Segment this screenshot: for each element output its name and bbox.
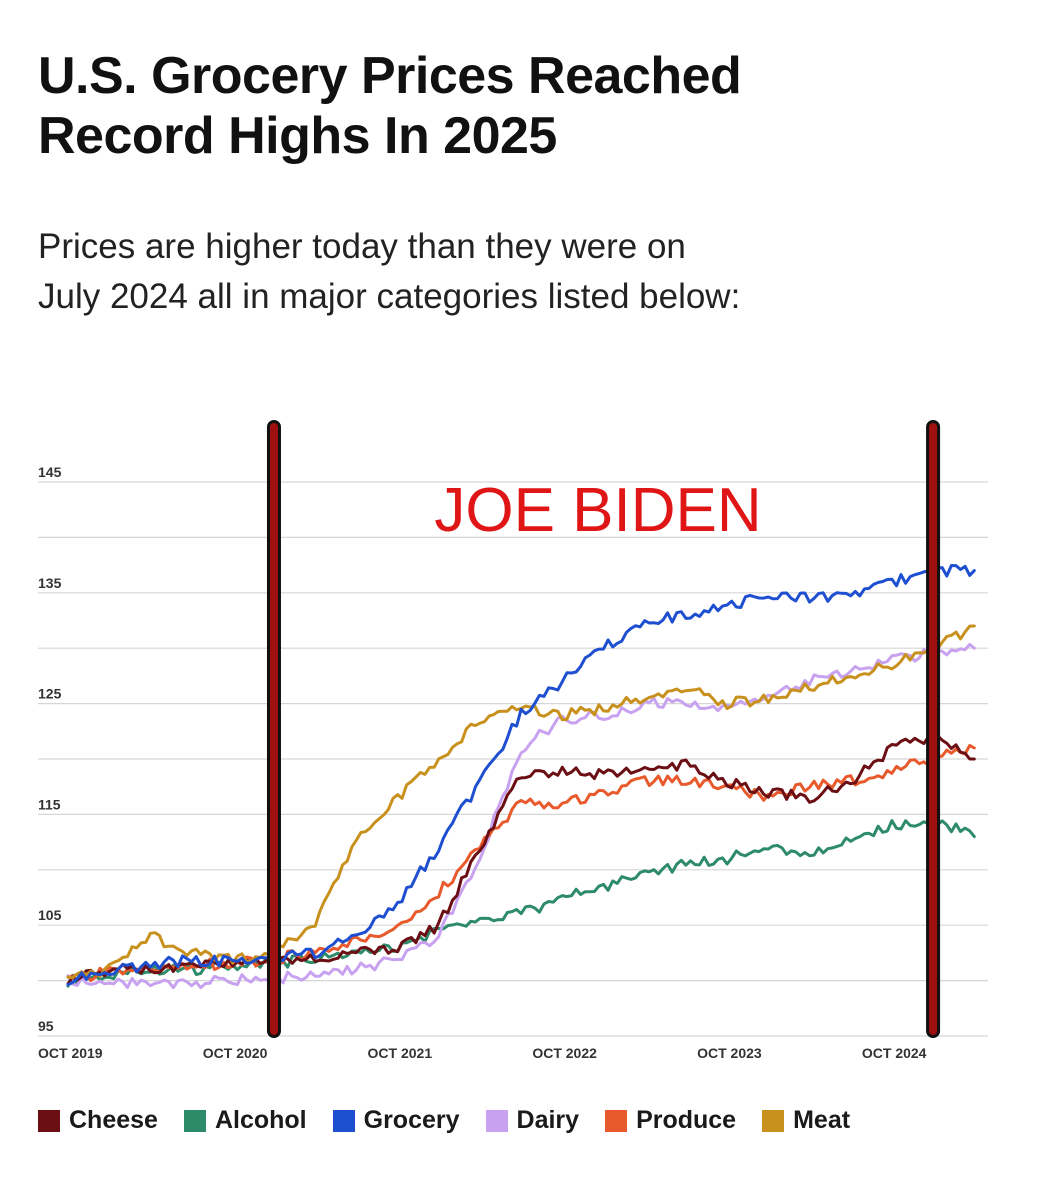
subheadline-line-2: July 2024 all in major categories listed… <box>38 277 741 316</box>
legend-swatch <box>38 1109 60 1132</box>
legend-swatch <box>605 1109 628 1132</box>
x-axis-labels: OCT 2019 OCT 2020 OCT 2021 OCT 2022 OCT 2023… <box>38 1045 927 1061</box>
series-line-produce <box>66 744 976 983</box>
legend-swatch <box>485 1109 508 1132</box>
legend-item-dairy: Dairy <box>485 1106 580 1135</box>
legend-item-meat: Meat <box>762 1106 850 1135</box>
legend-item-produce: Produce <box>605 1106 736 1135</box>
y-axis-labels: 95 105 115 125 135 145 <box>38 464 62 1034</box>
vertical-marker <box>269 423 278 1035</box>
headline: U.S. Grocery Prices Reached Record Highs… <box>38 46 998 166</box>
y-tick-label: 115 <box>38 796 61 812</box>
legend-label: Alcohol <box>214 1106 307 1134</box>
series-line-alcohol <box>66 819 976 988</box>
grid-layer <box>38 481 988 1037</box>
x-tick-label: OCT 2020 <box>203 1045 268 1061</box>
series-layer <box>66 564 976 990</box>
legend-swatch <box>762 1109 785 1132</box>
legend-label: Grocery <box>363 1106 460 1134</box>
vertical-marker <box>929 423 938 1035</box>
y-tick-label: 125 <box>38 686 62 702</box>
annotation-label: JOE BIDEN <box>434 476 761 545</box>
legend-item-grocery: Grocery <box>332 1106 460 1135</box>
headline-line-2: Record Highs In 2025 <box>38 107 557 165</box>
chart-legend: Cheese Alcohol Grocery Dairy Produce Meat <box>38 1106 876 1135</box>
series-line-grocery <box>66 564 976 987</box>
x-tick-label: OCT 2022 <box>532 1045 597 1061</box>
y-tick-label: 145 <box>38 464 62 480</box>
x-tick-label: OCT 2021 <box>368 1045 433 1061</box>
headline-line-1: U.S. Grocery Prices Reached <box>38 47 742 105</box>
legend-item-alcohol: Alcohol <box>183 1106 307 1135</box>
series-line-cheese <box>66 730 976 986</box>
y-tick-label: 135 <box>38 575 62 591</box>
y-tick-label: 95 <box>38 1018 54 1034</box>
legend-label: Meat <box>793 1106 851 1134</box>
series-line-dairy <box>66 642 976 990</box>
x-tick-label: OCT 2024 <box>862 1045 927 1061</box>
x-tick-label: OCT 2019 <box>38 1045 103 1061</box>
legend-swatch <box>332 1109 355 1132</box>
legend-swatch <box>183 1109 206 1132</box>
subheadline: Prices are higher today than they were o… <box>38 222 998 322</box>
legend-item-cheese: Cheese <box>38 1106 158 1135</box>
legend-label: Cheese <box>69 1106 158 1134</box>
legend-label: Produce <box>636 1106 737 1134</box>
legend-label: Dairy <box>516 1106 580 1134</box>
y-tick-label: 105 <box>38 907 62 923</box>
x-tick-label: OCT 2023 <box>697 1045 762 1061</box>
subheadline-line-1: Prices are higher today than they were o… <box>38 227 686 266</box>
annotation-layer: JOE BIDEN <box>266 420 941 1038</box>
